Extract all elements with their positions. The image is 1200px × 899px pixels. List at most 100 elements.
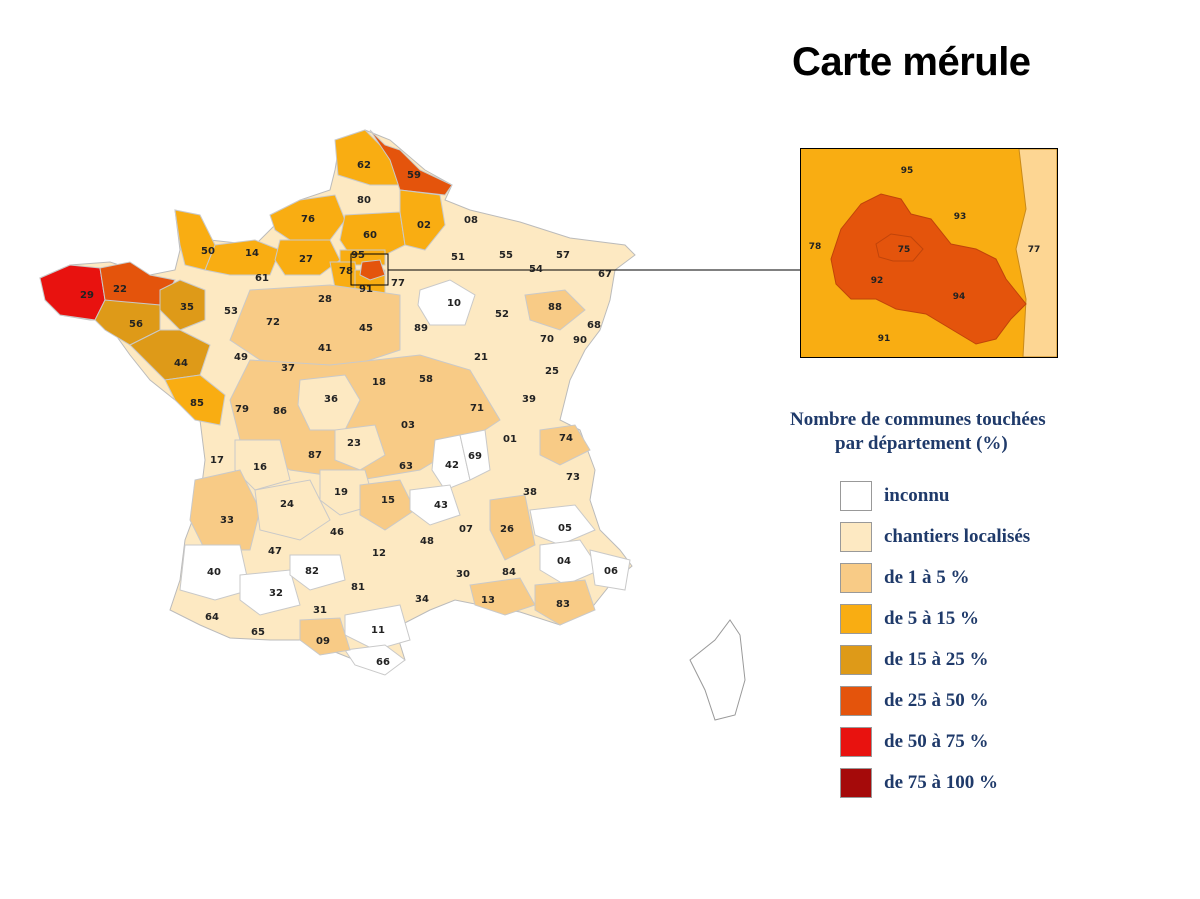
region-66 bbox=[344, 644, 406, 676]
region-09 bbox=[299, 617, 351, 656]
legend-item-inconnu: inconnu bbox=[840, 481, 949, 511]
dept-label: 72 bbox=[266, 317, 280, 328]
legend-label: de 5 à 15 % bbox=[884, 608, 979, 629]
dept-label: 30 bbox=[456, 569, 470, 580]
dept-label: 46 bbox=[330, 527, 344, 538]
dept-label: 59 bbox=[407, 170, 421, 181]
region-76 bbox=[269, 194, 346, 241]
inset-label: 77 bbox=[1028, 245, 1041, 255]
dept-label: 47 bbox=[268, 546, 282, 557]
region-paris bbox=[359, 259, 386, 281]
dept-label: 48 bbox=[420, 536, 434, 547]
dept-label: 09 bbox=[316, 636, 330, 647]
dept-label: 14 bbox=[245, 248, 259, 259]
region-14 bbox=[204, 239, 281, 276]
dept-label: 61 bbox=[255, 273, 269, 284]
legend-swatch bbox=[840, 768, 872, 798]
inset-label: 92 bbox=[871, 276, 884, 286]
dept-label: 60 bbox=[363, 230, 377, 241]
legend-swatch bbox=[840, 481, 872, 511]
dept-label: 55 bbox=[499, 250, 513, 261]
inset-region-75 bbox=[875, 233, 924, 262]
dept-label: 29 bbox=[80, 290, 94, 301]
dept-label: 18 bbox=[372, 377, 386, 388]
legend-label: de 50 à 75 % bbox=[884, 731, 989, 752]
inset-label: 91 bbox=[878, 334, 891, 344]
dept-label: 64 bbox=[205, 612, 219, 623]
inset-region-paris-ring bbox=[830, 193, 1027, 345]
dept-label: 69 bbox=[468, 451, 482, 462]
dept-label: 58 bbox=[419, 374, 433, 385]
dept-label: 70 bbox=[540, 334, 554, 345]
inset-label: 78 bbox=[809, 242, 822, 252]
region-69 bbox=[459, 429, 491, 481]
dept-label: 03 bbox=[401, 420, 415, 431]
legend-swatch bbox=[840, 522, 872, 552]
dept-label: 24 bbox=[280, 499, 294, 510]
dept-label: 15 bbox=[381, 495, 395, 506]
region-83 bbox=[534, 579, 596, 626]
legend-label: inconnu bbox=[884, 485, 950, 506]
dept-label: 90 bbox=[573, 335, 587, 346]
dept-label: 37 bbox=[281, 363, 295, 374]
legend-item-chantiers: chantiers localisés bbox=[840, 522, 1030, 552]
dept-label: 88 bbox=[548, 302, 562, 313]
region-10 bbox=[417, 279, 476, 326]
dept-label: 51 bbox=[451, 252, 465, 263]
legend-label: chantiers localisés bbox=[884, 526, 1031, 547]
legend-title-line1: Nombre de communes touchées bbox=[790, 409, 1046, 430]
legend-title: Nombre de communes touchées par départem… bbox=[790, 408, 1130, 456]
dept-label: 02 bbox=[417, 220, 431, 231]
legend-item-50-75: de 50 à 75 % bbox=[840, 727, 989, 757]
region-15 bbox=[359, 479, 416, 531]
dept-label: 36 bbox=[324, 394, 338, 405]
dept-label: 42 bbox=[445, 460, 459, 471]
region-23 bbox=[334, 424, 386, 471]
region-26 bbox=[489, 494, 536, 561]
legend-label: de 25 à 50 % bbox=[884, 690, 989, 711]
dept-label: 74 bbox=[559, 433, 573, 444]
dept-label: 56 bbox=[129, 319, 143, 330]
dept-label: 40 bbox=[207, 567, 221, 578]
dept-label: 08 bbox=[464, 215, 478, 226]
dept-label: 71 bbox=[470, 403, 484, 414]
dept-label: 73 bbox=[566, 472, 580, 483]
region-11 bbox=[344, 604, 411, 651]
dept-label: 22 bbox=[113, 284, 127, 295]
legend-item-25-50: de 25 à 50 % bbox=[840, 686, 989, 716]
inset-label: 95 bbox=[901, 166, 914, 176]
legend-swatch bbox=[840, 645, 872, 675]
dept-label: 41 bbox=[318, 343, 332, 354]
region-05 bbox=[529, 504, 596, 546]
dept-label: 10 bbox=[447, 298, 461, 309]
legend-label: de 15 à 25 % bbox=[884, 649, 989, 670]
region-13 bbox=[469, 577, 536, 616]
dept-label: 81 bbox=[351, 582, 365, 593]
inset-label: 94 bbox=[953, 292, 966, 302]
dept-label: 79 bbox=[235, 404, 249, 415]
region-16 bbox=[234, 439, 291, 491]
dept-label: 57 bbox=[556, 250, 570, 261]
dept-label: 13 bbox=[481, 595, 495, 606]
dept-label: 95 bbox=[351, 250, 365, 261]
dept-label: 77 bbox=[391, 278, 405, 289]
region-59 bbox=[369, 129, 453, 196]
legend-item-1-5: de 1 à 5 % bbox=[840, 563, 970, 593]
legend-item-75-100: de 75 à 100 % bbox=[840, 768, 998, 798]
dept-label: 01 bbox=[503, 434, 517, 445]
legend-label: de 1 à 5 % bbox=[884, 567, 970, 588]
region-06 bbox=[589, 549, 631, 591]
page-title: Carte mérule bbox=[792, 40, 1031, 84]
region-74 bbox=[539, 424, 591, 466]
dept-label: 44 bbox=[174, 358, 188, 369]
dept-label: 23 bbox=[347, 438, 361, 449]
legend-label: de 75 à 100 % bbox=[884, 772, 998, 793]
dept-label: 31 bbox=[313, 605, 327, 616]
region-04 bbox=[539, 539, 601, 586]
region-24 bbox=[254, 479, 331, 541]
dept-label: 82 bbox=[305, 566, 319, 577]
dept-label: 62 bbox=[357, 160, 371, 171]
dept-label: 12 bbox=[372, 548, 386, 559]
dept-label: 80 bbox=[357, 195, 371, 206]
